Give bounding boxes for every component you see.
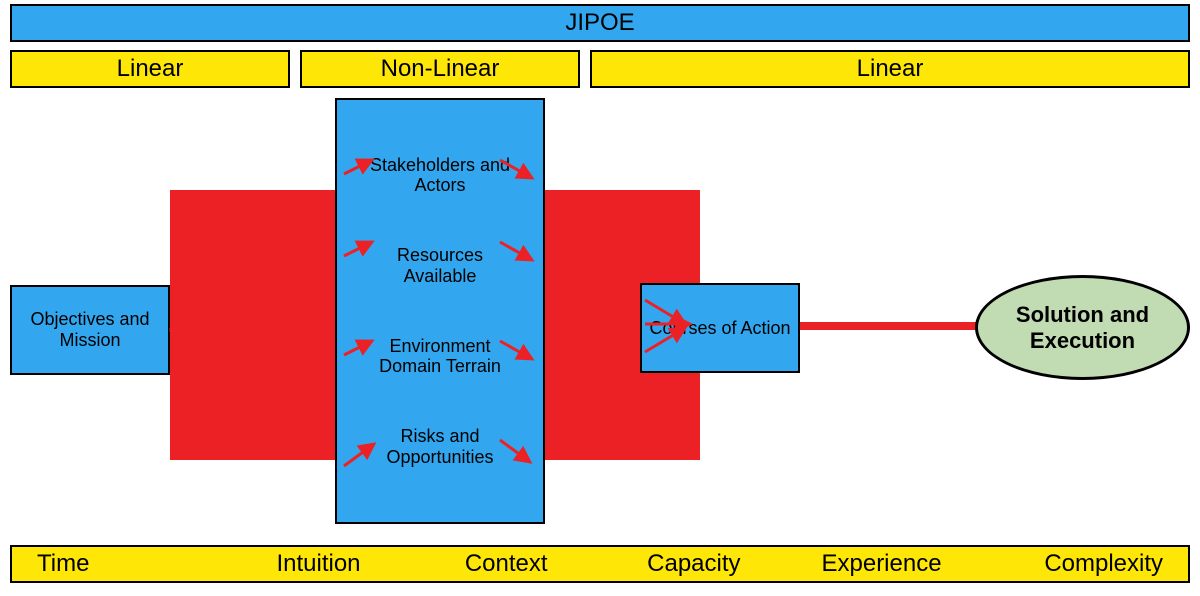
center-item-risks: Risks and Opportunities	[360, 426, 520, 467]
header-label: JIPOE	[565, 9, 634, 37]
category-linear-left-label: Linear	[117, 55, 184, 83]
bottom-experience: Experience	[788, 550, 976, 578]
objectives-label: Objectives and Mission	[12, 309, 168, 350]
bottom-context: Context	[412, 550, 600, 578]
center-item-stakeholders: Stakeholders and Actors	[360, 155, 520, 196]
bottom-complexity: Complexity	[975, 550, 1163, 578]
category-linear-left: Linear	[10, 50, 290, 88]
solution-label: Solution and Execution	[978, 302, 1187, 353]
center-item-resources: Resources Available	[360, 245, 520, 286]
category-nonlinear-label: Non-Linear	[381, 55, 500, 83]
center-column: Stakeholders and Actors Resources Availa…	[335, 98, 545, 524]
category-nonlinear: Non-Linear	[300, 50, 580, 88]
courses-label: Courses of Action	[649, 318, 790, 339]
bottom-intuition: Intuition	[225, 550, 413, 578]
bottom-capacity: Capacity	[600, 550, 788, 578]
solution-ellipse: Solution and Execution	[975, 275, 1190, 380]
courses-of-action-box: Courses of Action	[640, 283, 800, 373]
bottom-bar: Time Intuition Context Capacity Experien…	[10, 545, 1190, 583]
center-item-environment: Environment Domain Terrain	[360, 336, 520, 377]
bottom-time: Time	[37, 550, 225, 578]
category-linear-right-label: Linear	[857, 55, 924, 83]
header-jipoe: JIPOE	[10, 4, 1190, 42]
category-linear-right: Linear	[590, 50, 1190, 88]
connector-line	[800, 322, 985, 330]
objectives-and-mission-box: Objectives and Mission	[10, 285, 170, 375]
